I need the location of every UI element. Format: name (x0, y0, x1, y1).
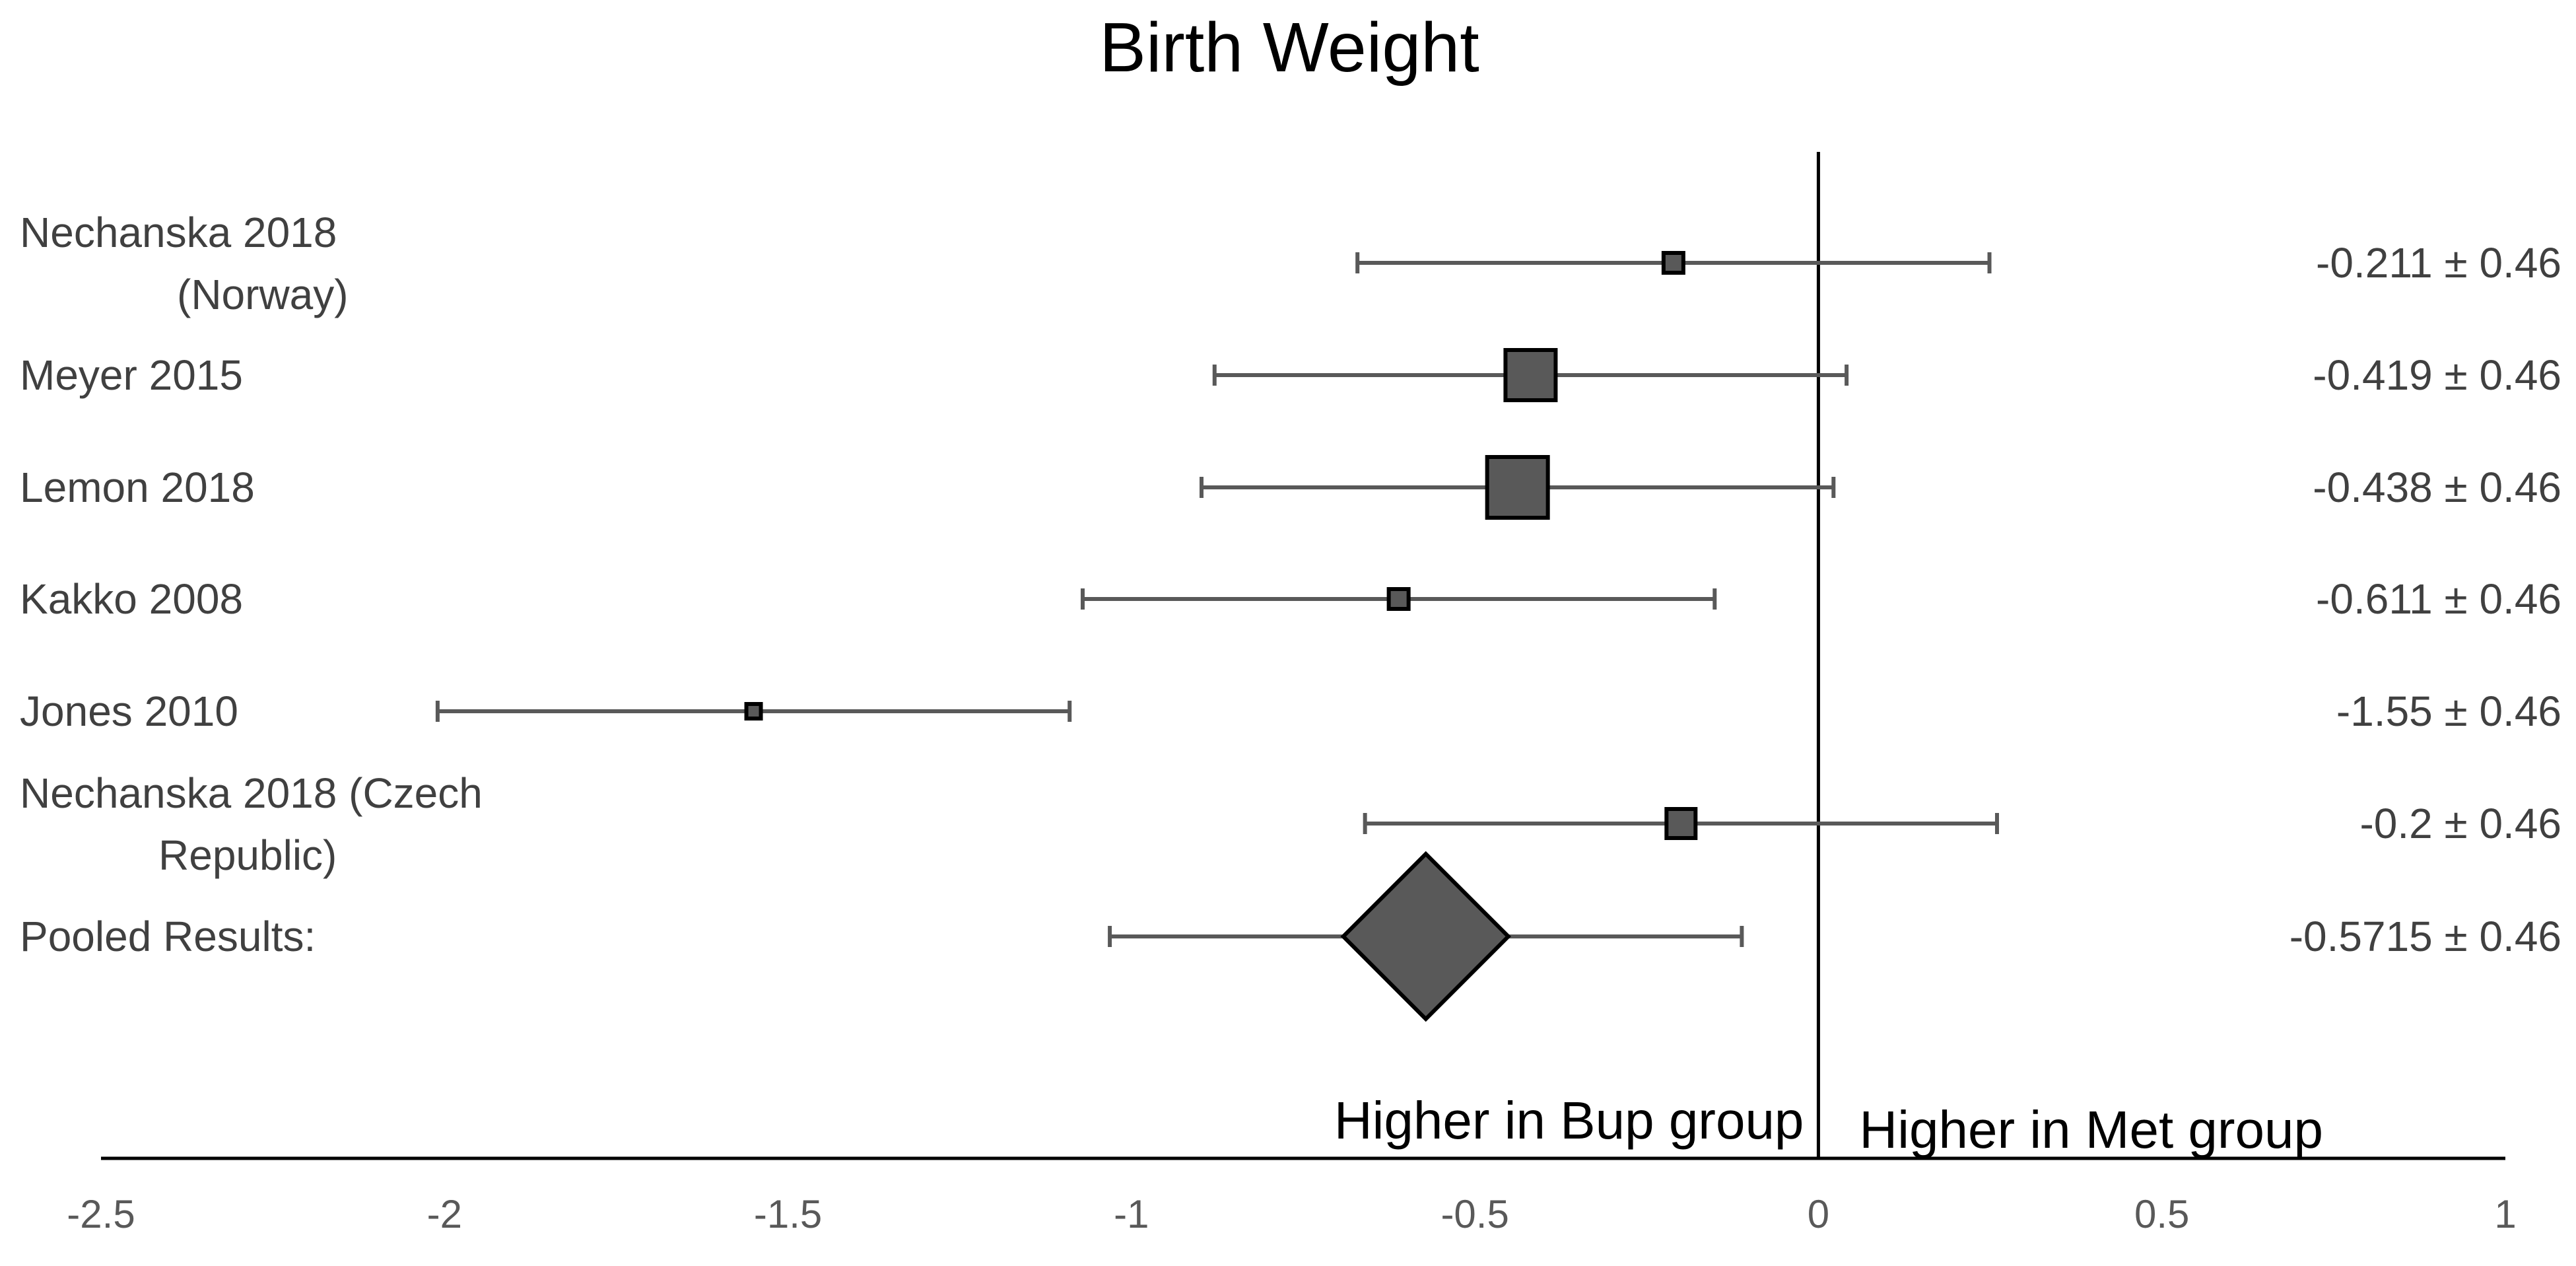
x-tick-label: 0.5 (2134, 1192, 2189, 1236)
x-tick-label: -2.5 (67, 1192, 135, 1236)
study-label: Lemon 2018 (20, 464, 255, 511)
x-tick-label: -1 (1114, 1192, 1149, 1236)
pooled-label: Pooled Results: (20, 913, 316, 960)
study-label: Jones 2010 (20, 687, 238, 735)
study-label: Kakko 2008 (20, 575, 243, 623)
plot-labels-layer: -2.5 -2 -1.5 -1 -0.5 0 0.5 1 Higher in Bup group… (20, 209, 2561, 1236)
study-value-label: -1.55 ± 0.46 (2336, 687, 2561, 735)
study-label: Meyer 2015 (20, 351, 243, 399)
study-point-marker (1485, 455, 1550, 520)
region-label-bup: Higher in Bup group (1334, 1091, 1804, 1150)
study-point-marker (1664, 807, 1698, 840)
pooled-value-label: -0.5715 ± 0.46 (2289, 913, 2561, 960)
study-label-continued: Republic) (158, 831, 337, 879)
study-point-marker (1661, 251, 1685, 275)
study-label: Nechanska 2018 (Czech (20, 769, 483, 817)
study-point-marker (744, 702, 763, 721)
study-value-label: -0.438 ± 0.46 (2313, 464, 2561, 511)
x-tick-label: -1.5 (754, 1192, 822, 1236)
study-point-marker (1503, 348, 1558, 402)
x-tick-label: 1 (2494, 1192, 2516, 1236)
plot-lines-layer (101, 152, 2505, 1160)
plot-marks-layer (744, 251, 1698, 1022)
study-label-continued: (Norway) (177, 271, 349, 318)
chart-title: Birth Weight (1099, 9, 1479, 87)
study-label: Nechanska 2018 (20, 209, 337, 256)
study-value-label: -0.2 ± 0.46 (2359, 800, 2561, 847)
x-tick-label: 0 (1808, 1192, 1829, 1236)
study-value-label: -0.611 ± 0.46 (2316, 575, 2561, 623)
x-tick-label: -0.5 (1441, 1192, 1508, 1236)
study-value-label: -0.419 ± 0.46 (2313, 351, 2561, 399)
study-point-marker (1386, 587, 1411, 611)
study-value-label: -0.211 ± 0.46 (2316, 239, 2561, 287)
region-label-met: Higher in Met group (1859, 1100, 2323, 1159)
x-tick-label: -2 (427, 1192, 462, 1236)
pooled-diamond-marker (1340, 851, 1511, 1022)
